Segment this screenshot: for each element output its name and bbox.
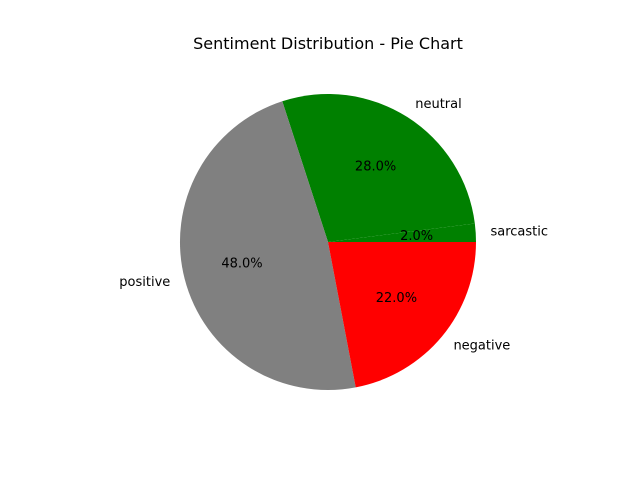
- percent-label-positive: 48.0%: [221, 257, 262, 272]
- slice-label-negative: negative: [453, 338, 510, 353]
- percent-label-negative: 22.0%: [376, 291, 417, 306]
- pie-slice-positive: [179, 101, 356, 391]
- pie-slice-sarcastic: [328, 223, 476, 242]
- percent-label-sarcastic: 2.0%: [400, 229, 433, 244]
- chart-title: Sentiment Distribution - Pie Chart: [193, 34, 463, 53]
- slice-label-neutral: neutral: [415, 97, 462, 112]
- slice-label-sarcastic: sarcastic: [490, 224, 548, 239]
- slice-label-positive: positive: [119, 275, 170, 290]
- pie-slice-negative: [328, 242, 476, 388]
- pie-labels: sarcastic 2.0% neutral 28.0% positive 48.0% ne…: [119, 97, 548, 353]
- percent-label-neutral: 28.0%: [355, 160, 396, 175]
- pie-slice-neutral: [282, 93, 475, 242]
- pie-slices: [179, 93, 476, 391]
